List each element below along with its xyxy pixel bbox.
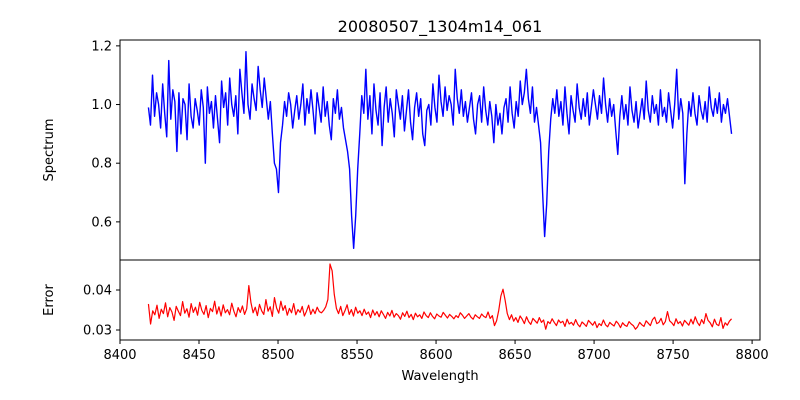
error-y-tick-label: 0.04 [83,284,112,299]
spectrum-y-tick-label: 0.6 [91,215,112,230]
error-y-tick-label: 0.03 [83,324,112,339]
spectrum-series-line [147,51,733,249]
error-panel: 0.03 0.04 Error [42,259,761,341]
x-tick-label: 8650 [499,348,532,363]
x-tick-label: 8400 [103,348,136,363]
x-tick-label: 8750 [657,348,690,363]
x-tick-label: 8800 [736,348,769,363]
spectrum-panel: 0.6 0.8 1.0 1.2 Spectrum [42,39,761,261]
spectrum-plot-area [120,40,760,260]
spectrum-y-tick-label: 1.0 [91,98,112,113]
spectrum-y-tick-label: 0.8 [91,157,112,172]
spectrum-y-axis-label: Spectrum [42,119,57,182]
chart-title: 20080507_1304m14_061 [338,17,543,37]
spectrum-y-tick-label: 1.2 [91,39,112,54]
error-plot-area [120,260,760,340]
error-y-axis-label: Error [42,284,57,316]
x-tick-label: 8600 [420,348,453,363]
x-tick-label: 8550 [340,348,373,363]
x-axis-ticks: 8400 8450 8500 8550 8600 8650 8700 8750 8800 [103,340,769,363]
spectrum-y-ticks: 0.6 0.8 1.0 1.2 [91,39,120,230]
x-tick-label: 8700 [578,348,611,363]
x-tick-label: 8450 [182,348,215,363]
x-tick-label: 8500 [261,348,294,363]
error-series-line [147,263,733,330]
error-y-ticks: 0.03 0.04 [83,284,120,339]
error-axes-frame [119,259,761,341]
x-axis-label: Wavelength [401,369,478,384]
